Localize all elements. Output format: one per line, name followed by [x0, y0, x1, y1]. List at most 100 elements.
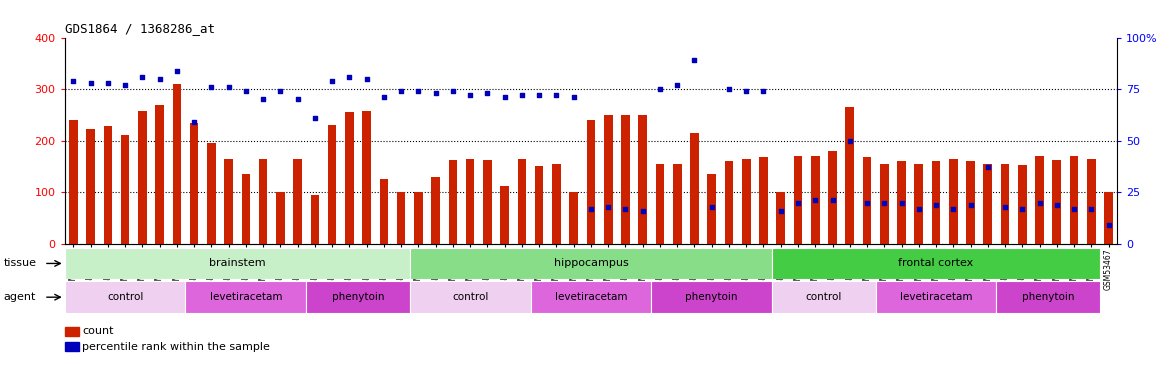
Bar — [65, 281, 186, 313]
Bar — [639, 115, 647, 244]
Point — [686, 57, 704, 63]
Point — [270, 88, 289, 94]
Bar — [530, 281, 652, 313]
Point — [1100, 222, 1118, 228]
Text: levetiracetam: levetiracetam — [900, 292, 973, 302]
Bar — [380, 179, 388, 244]
Bar — [915, 164, 923, 244]
Bar — [1104, 192, 1112, 244]
Point — [151, 76, 169, 82]
Bar — [103, 126, 112, 244]
Point — [857, 200, 876, 206]
Bar — [310, 195, 319, 244]
Point — [893, 200, 911, 206]
Bar — [724, 161, 734, 244]
Bar — [189, 123, 199, 244]
Bar — [345, 112, 354, 244]
Text: control: control — [452, 292, 488, 302]
Bar — [69, 120, 78, 244]
Text: GDS1864 / 1368286_at: GDS1864 / 1368286_at — [65, 22, 215, 35]
Point — [720, 86, 739, 92]
Point — [185, 119, 203, 125]
Point — [564, 94, 583, 100]
Point — [909, 206, 928, 212]
Bar — [652, 281, 773, 313]
Text: percentile rank within the sample: percentile rank within the sample — [82, 342, 270, 351]
Bar — [448, 160, 457, 244]
Bar — [708, 174, 716, 244]
Point — [81, 80, 100, 86]
Bar — [621, 115, 630, 244]
Point — [513, 92, 532, 98]
Bar — [949, 159, 957, 244]
Bar — [396, 192, 406, 244]
Point — [99, 80, 118, 86]
Point — [1064, 206, 1083, 212]
Text: frontal cortex: frontal cortex — [898, 258, 974, 268]
Bar — [276, 192, 285, 244]
Point — [64, 78, 82, 84]
Point — [961, 202, 980, 208]
Bar — [173, 84, 181, 244]
Text: phenytoin: phenytoin — [686, 292, 739, 302]
Bar — [225, 159, 233, 244]
Point — [477, 90, 496, 96]
Bar — [773, 248, 1100, 279]
Point — [1082, 206, 1101, 212]
Text: control: control — [107, 292, 143, 302]
Point — [771, 208, 790, 214]
Point — [306, 115, 325, 121]
Point — [944, 206, 963, 212]
Point — [823, 197, 842, 203]
Point — [547, 92, 566, 98]
Point — [634, 208, 653, 214]
Point — [1030, 200, 1049, 206]
Bar — [517, 159, 526, 244]
Bar — [138, 111, 147, 244]
Text: count: count — [82, 327, 114, 336]
Point — [288, 96, 307, 102]
Bar — [690, 133, 699, 244]
Point — [236, 88, 255, 94]
Bar — [414, 192, 422, 244]
Point — [841, 138, 860, 144]
Point — [392, 88, 410, 94]
Point — [374, 94, 393, 100]
Bar — [155, 105, 163, 244]
Bar — [587, 120, 595, 244]
Point — [581, 206, 600, 212]
Text: hippocampus: hippocampus — [554, 258, 628, 268]
Bar — [773, 281, 876, 313]
Bar — [811, 156, 820, 244]
Point — [461, 92, 480, 98]
Point — [754, 88, 773, 94]
Point — [409, 88, 428, 94]
Text: tissue: tissue — [4, 258, 36, 268]
Text: levetiracetam: levetiracetam — [209, 292, 282, 302]
Text: phenytoin: phenytoin — [1022, 292, 1075, 302]
Point — [115, 82, 134, 88]
Bar — [409, 248, 773, 279]
Bar — [500, 186, 509, 244]
Point — [927, 202, 946, 208]
Bar — [1053, 160, 1061, 244]
Point — [254, 96, 273, 102]
Text: agent: agent — [4, 292, 36, 302]
Bar — [207, 143, 215, 244]
Bar — [259, 159, 267, 244]
Bar — [983, 164, 993, 244]
Bar — [656, 164, 664, 244]
Bar — [552, 164, 561, 244]
Bar — [876, 281, 996, 313]
Point — [978, 164, 997, 170]
Point — [1048, 202, 1067, 208]
Bar — [794, 156, 802, 244]
Bar — [432, 177, 440, 244]
Bar — [535, 166, 543, 244]
Point — [443, 88, 462, 94]
Bar — [742, 159, 750, 244]
Bar — [863, 157, 871, 244]
Point — [358, 76, 376, 82]
Bar — [967, 161, 975, 244]
Text: control: control — [806, 292, 842, 302]
